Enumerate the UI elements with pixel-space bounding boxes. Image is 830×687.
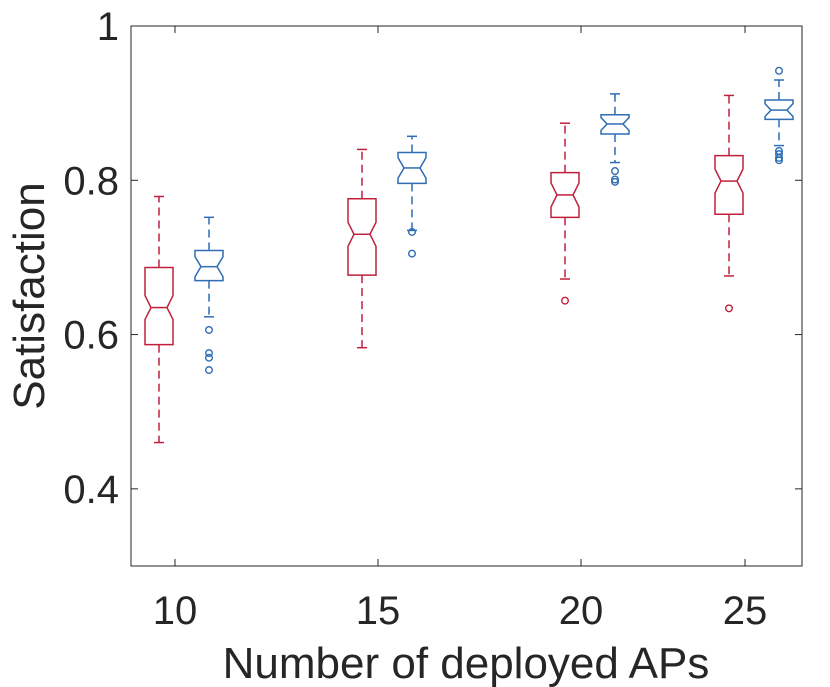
y-tick-label: 1 (97, 5, 119, 49)
box-25-series-1 (714, 94, 744, 313)
outlier-point (775, 153, 784, 162)
outlier-point (204, 353, 213, 362)
box-15-series-2 (397, 135, 427, 258)
y-tick-labels: 0.4 0.6 0.8 1 (63, 5, 119, 512)
outlier-point (611, 177, 620, 186)
box-body (764, 99, 794, 121)
outlier-point (611, 167, 620, 176)
outlier-point (204, 325, 213, 334)
outlier-point (561, 296, 570, 305)
outlier-point (204, 366, 213, 375)
box-body (144, 266, 174, 346)
plot-area (130, 25, 803, 567)
box-20-series-2 (600, 93, 630, 186)
y-tick-label: 0.6 (63, 314, 119, 358)
x-tick-label: 25 (723, 589, 768, 633)
box-series (144, 66, 794, 444)
box-10-series-2 (194, 216, 224, 375)
y-tick-label: 0.8 (63, 159, 119, 203)
axis-ticks (131, 25, 802, 566)
box-body (714, 154, 744, 215)
box-15-series-1 (347, 148, 377, 349)
box-25-series-2 (764, 66, 794, 165)
outlier-point (408, 227, 417, 236)
box-body (600, 113, 630, 135)
box-20-series-1 (550, 122, 580, 305)
box-body (347, 198, 377, 276)
outlier-point (408, 249, 417, 258)
box-body (397, 151, 427, 185)
x-tick-labels: 10 15 20 25 (153, 589, 768, 633)
x-tick-label: 20 (559, 589, 604, 633)
y-axis-label: Satisfaction (5, 182, 54, 409)
outlier-point (611, 175, 620, 184)
outlier-point (725, 304, 734, 313)
y-tick-label: 0.4 (63, 468, 119, 512)
outlier-point (775, 66, 784, 75)
outlier-point (775, 156, 784, 165)
x-axis-label: Number of deployed APs (223, 639, 710, 687)
box-10-series-1 (144, 195, 174, 444)
box-body (194, 249, 224, 282)
x-tick-label: 10 (153, 589, 198, 633)
outlier-point (204, 349, 213, 358)
x-tick-label: 15 (356, 589, 401, 633)
box-body (550, 171, 580, 219)
